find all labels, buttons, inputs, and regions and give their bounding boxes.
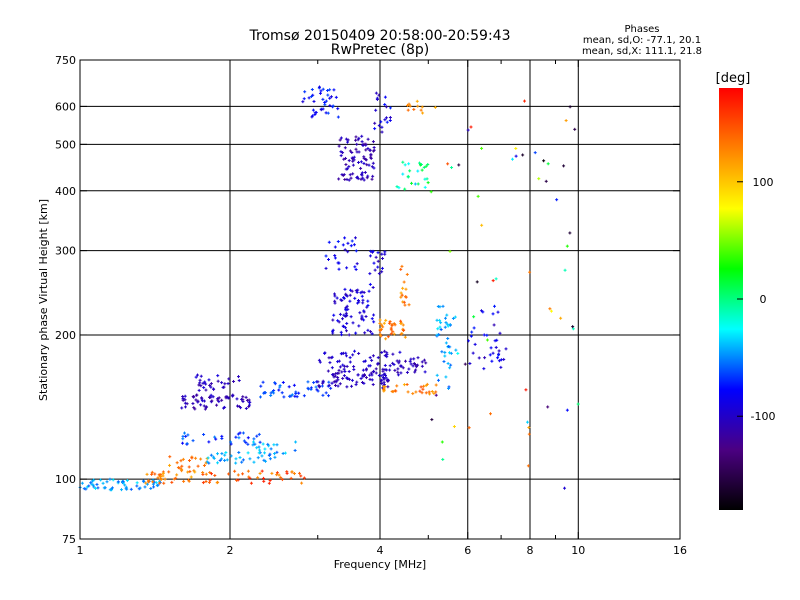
chart-title: Tromsø 20150409 20:58:00-20:59:43 [249,28,511,44]
x-tick-label: 4 [377,544,384,557]
x-tick-label: 6 [464,544,471,557]
colorbar-ticks: -100 0 100 [737,176,775,423]
colorbar-tick-label: 100 [753,176,774,189]
x-tick-label: 10 [571,544,585,557]
y-tick-label: 600 [55,100,76,113]
legend-line-o: mean, sd,O: -77.1, 20.1 [583,35,701,46]
ticks-layer: 1 2 4 6 8 10 16 75 100 200 300 400 500 600 750 [55,54,687,557]
y-tick-label: 100 [55,473,76,486]
x-tick-label: 1 [77,544,84,557]
y-tick-label: 500 [55,138,76,151]
colorbar-tick-label: -100 [751,410,776,423]
y-axis-label: Stationary phase Virtual Height [km] [37,199,50,401]
y-tick-label: 400 [55,185,76,198]
x-tick-label: 8 [527,544,534,557]
points-layer [78,85,580,492]
x-axis-label: Frequency [MHz] [334,558,426,571]
x-tick-label: 16 [673,544,687,557]
chart-subtitle: RwPretec (8p) [331,42,429,58]
colorbar-tick-label: 0 [760,293,767,306]
y-tick-label: 750 [55,54,76,67]
x-tick-label: 2 [227,544,234,557]
colorbar-label: [deg] [716,71,751,86]
y-tick-label: 75 [62,533,76,546]
y-tick-label: 300 [55,245,76,258]
y-tick-label: 200 [55,329,76,342]
legend-title: Phases [624,24,659,35]
legend-line-x: mean, sd,X: 111.1, 21.8 [582,46,702,57]
grid-layer [80,60,680,539]
